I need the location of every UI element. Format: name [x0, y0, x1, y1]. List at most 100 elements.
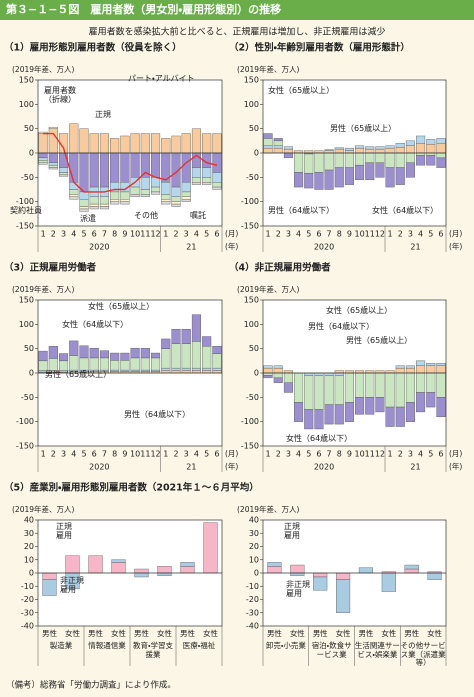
bar-segment: [134, 568, 149, 574]
y-tick-label: 0: [254, 569, 259, 578]
bar-segment: [59, 172, 69, 176]
series-label: 男性（64歳以下）: [124, 410, 191, 419]
series-label: 契約社員: [10, 206, 42, 215]
series-label: 正規: [95, 110, 111, 119]
bar-segment: [355, 372, 365, 398]
bar-segment: [202, 181, 212, 185]
x-tick-label: 男性: [134, 628, 149, 638]
chart-title: （2）性別・年齢別雇用者数（雇用形態計）: [229, 42, 410, 54]
subtitle: 雇用者数を感染拡大前と比べると、正規雇用は増加し、非正規雇用は減少: [89, 26, 386, 38]
bar-segment: [120, 352, 130, 361]
x-group-label: 2020: [314, 243, 334, 252]
bar-segment: [79, 199, 89, 207]
bar-segment: [290, 572, 305, 576]
bar-segment: [355, 370, 365, 374]
bar-segment: [180, 562, 195, 567]
x-tick-label: 4: [418, 450, 423, 459]
x-tick-label: 11: [365, 230, 375, 239]
bar-segment: [171, 186, 181, 197]
bar-segment: [375, 397, 385, 413]
x-group-label: その他サービス業（派遣業等）: [400, 641, 446, 667]
bar-segment: [395, 365, 405, 369]
bar-segment: [375, 146, 385, 150]
bar-segment: [212, 367, 222, 371]
x-group-label: 21: [410, 243, 420, 252]
bar-segment: [151, 133, 161, 154]
bar-segment: [334, 375, 344, 405]
bar-segment: [283, 146, 293, 150]
bar-segment: [405, 152, 415, 163]
bar-segment: [294, 150, 304, 154]
x-tick-label: 男性: [404, 628, 419, 638]
x-tick-label: 7: [102, 450, 107, 459]
bar-segment: [212, 133, 222, 154]
bar-segment: [294, 172, 304, 188]
bar-segment: [140, 347, 150, 359]
y-tick-label: -100: [241, 417, 259, 426]
bar-segment: [181, 133, 191, 154]
x-tick-label: 6: [92, 230, 97, 239]
bar-segment: [48, 127, 58, 129]
bar-segment: [79, 191, 89, 200]
x-tick-label: 11: [365, 450, 375, 459]
x-tick-label: 3: [408, 450, 413, 459]
x-tick-label: 3: [184, 230, 189, 239]
y-tick-label: -40: [246, 622, 259, 631]
x-tick-label: 5: [204, 230, 209, 239]
header-bar: [0, 0, 474, 20]
bar-segment: [89, 152, 99, 188]
x-tick-label: 1: [266, 230, 271, 239]
x-tick-label: 女性: [111, 628, 126, 638]
bar-segment: [273, 365, 283, 369]
bar-segment: [99, 196, 109, 205]
bar-segment: [69, 194, 79, 198]
x-tick-label: 男性: [88, 628, 103, 638]
bar-segment: [140, 369, 150, 372]
bar-segment: [344, 372, 354, 403]
bar-segment: [212, 370, 222, 374]
bar-segment: [212, 353, 222, 369]
bar-segment: [334, 147, 344, 150]
bar-segment: [181, 367, 191, 371]
bar-segment: [48, 167, 58, 170]
x-tick-label: 11: [140, 450, 150, 459]
bar-segment: [89, 203, 99, 207]
x-tick-label: 8: [337, 230, 342, 239]
bar-segment: [355, 164, 365, 180]
y-tick-label: -100: [241, 197, 259, 206]
bar-segment: [111, 562, 126, 574]
bar-segment: [171, 196, 181, 202]
y-tick-label: 50: [24, 344, 34, 353]
bar-segment: [38, 350, 48, 362]
x-tick-label: 4: [296, 450, 301, 459]
series-label: 男性（64歳以下）: [308, 322, 375, 331]
bar-segment: [171, 329, 181, 345]
y-tick-label: 40: [24, 516, 34, 525]
bar-segment: [130, 152, 140, 178]
bar-segment: [59, 353, 69, 362]
bar-segment: [181, 370, 191, 374]
bar-segment: [130, 186, 140, 195]
bar-segment: [181, 199, 191, 202]
bar-segment: [313, 572, 328, 578]
bar-segment: [180, 566, 195, 574]
bar-segment: [89, 357, 99, 371]
x-tick-label: 2: [398, 450, 403, 459]
x-tick-label: 2: [276, 230, 281, 239]
y-tick-label: 100: [244, 100, 259, 109]
y-axis-label: (2019年差、万人): [12, 64, 75, 74]
bar-segment: [38, 152, 48, 159]
bar-segment: [273, 377, 283, 383]
bar-segment: [365, 372, 375, 398]
bar-segment: [151, 352, 161, 359]
x-tick-label: 女性: [157, 628, 172, 638]
x-tick-label: 4: [71, 450, 76, 459]
x-tick-label: 9: [122, 230, 127, 239]
bar-segment: [324, 150, 334, 154]
x-tick-label: 4: [194, 230, 199, 239]
x-group-label: 21: [186, 243, 196, 252]
bar-segment: [334, 372, 344, 376]
bar-segment: [385, 152, 395, 168]
series-label: 男性（65歳以上）: [330, 124, 397, 133]
series-label: 女性（65歳以上）: [326, 306, 393, 315]
